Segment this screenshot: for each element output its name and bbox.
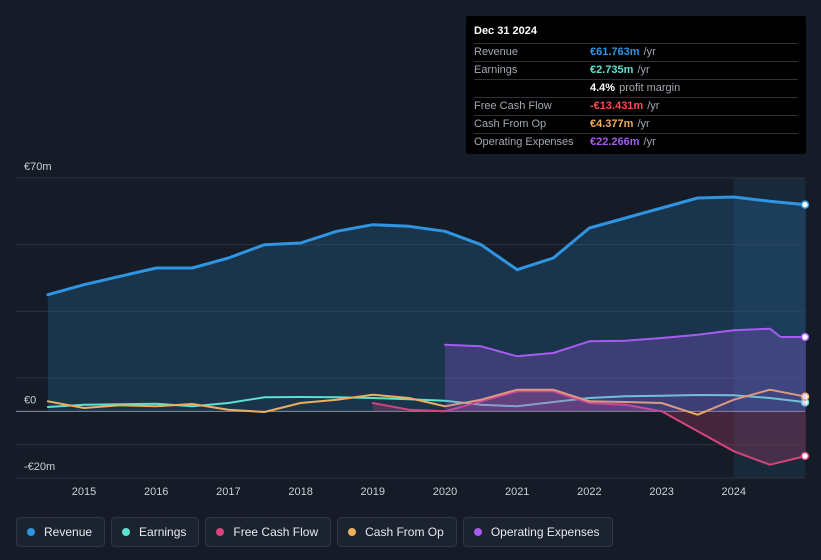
- tooltip-label: [474, 80, 590, 97]
- legend-item-operating-expenses[interactable]: Operating Expenses: [462, 517, 613, 547]
- tooltip-unit: profit margin: [619, 82, 681, 94]
- x-tick-label: 2015: [72, 486, 96, 498]
- legend-item-revenue[interactable]: Revenue: [16, 517, 106, 547]
- x-tick-label: 2020: [433, 486, 457, 498]
- tooltip-value: -€13.431m: [590, 100, 644, 112]
- tooltip-value: 4.4%: [590, 82, 616, 94]
- tooltip-unit: /yr: [637, 64, 650, 76]
- tooltip-row-earnings: Earnings €2.735m /yr: [474, 61, 798, 79]
- legend-label: Free Cash Flow: [233, 525, 319, 539]
- legend-dot-icon: [473, 528, 482, 536]
- y-tick-label: €0: [24, 394, 36, 406]
- legend-item-earnings[interactable]: Earnings: [111, 517, 200, 547]
- tooltip-row-cash-from-op: Cash From Op €4.377m /yr: [474, 115, 798, 133]
- x-tick-label: 2019: [361, 486, 385, 498]
- series-line-operating-expenses: [444, 327, 807, 358]
- legend-dot-icon: [27, 528, 35, 536]
- series-line-free-cash-flow: [371, 390, 807, 466]
- x-tick-label: 2016: [144, 486, 168, 498]
- legend-dot-icon: [216, 528, 225, 536]
- tooltip-unit: /yr: [643, 136, 656, 148]
- series-end-marker: [800, 200, 810, 209]
- tooltip-row-free-cash-flow: Free Cash Flow -€13.431m /yr: [474, 97, 798, 115]
- legend-dot-icon: [122, 528, 131, 536]
- tooltip-value: €2.735m: [590, 64, 634, 76]
- series-line-revenue: [46, 195, 808, 297]
- tooltip-row-profit-margin: 4.4% profit margin: [474, 79, 798, 97]
- grid-layer: [16, 177, 805, 479]
- x-tick-label: 2023: [649, 486, 673, 498]
- x-tick-label: 2017: [216, 486, 240, 498]
- series-end-marker: [800, 392, 810, 401]
- tooltip-unit: /yr: [647, 100, 660, 112]
- legend-dot-icon: [348, 528, 357, 536]
- tooltip-row-revenue: Revenue €61.763m /yr: [474, 43, 798, 61]
- tooltip-label: Revenue: [474, 46, 519, 58]
- series-line-cash-from-op: [46, 388, 807, 416]
- y-tick-label: €70m: [24, 161, 52, 173]
- tooltip-row-operating-expenses: Operating Expenses €22.266m /yr: [474, 133, 798, 151]
- legend-item-free-cash-flow[interactable]: Free Cash Flow: [205, 517, 332, 547]
- legend-label: Operating Expenses: [490, 525, 600, 539]
- tooltip-label: Earnings: [474, 64, 518, 76]
- tooltip-label: Free Cash Flow: [474, 100, 552, 112]
- series-end-marker: [800, 332, 810, 342]
- legend-label: Cash From Op: [365, 525, 444, 539]
- chart-area: €70m €0 -€20m 2015 2016 2017 2018 2019 2020 2021 2…: [16, 161, 810, 498]
- tooltip-value: €61.763m: [590, 46, 640, 58]
- y-tick-label: -€20m: [24, 461, 55, 473]
- legend-item-cash-from-op[interactable]: Cash From Op: [337, 517, 457, 547]
- tooltip-date: Dec 31 2024: [474, 25, 537, 37]
- series-area-operating-expenses: [445, 328, 806, 412]
- legend-label: Revenue: [44, 525, 93, 539]
- x-tick-label: 2021: [505, 486, 529, 498]
- axis-layer: €70m €0 -€20m 2015 2016 2017 2018 2019 2020 2021 2…: [24, 161, 746, 498]
- legend-label: Earnings: [139, 525, 187, 539]
- x-tick-label: 2018: [288, 486, 312, 498]
- x-tick-label: 2022: [577, 486, 601, 498]
- tooltip-value: €4.377m: [590, 118, 634, 130]
- series-end-marker: [800, 451, 810, 461]
- tooltip-unit: /yr: [637, 118, 650, 130]
- tooltip-label: Operating Expenses: [474, 136, 574, 148]
- series-area-free-cash-flow: [372, 391, 806, 465]
- chart-legend: Revenue Earnings Free Cash Flow Cash Fro…: [16, 517, 619, 549]
- tooltip-value: €22.266m: [590, 136, 640, 148]
- tooltip-label: Cash From Op: [474, 118, 547, 130]
- x-tick-label: 2024: [722, 486, 746, 498]
- series-layer: [46, 195, 810, 466]
- tooltip-unit: /yr: [643, 46, 656, 58]
- series-area-revenue: [47, 197, 806, 412]
- data-tooltip: Dec 31 2024 Revenue €61.763m /yr Earning…: [466, 16, 806, 154]
